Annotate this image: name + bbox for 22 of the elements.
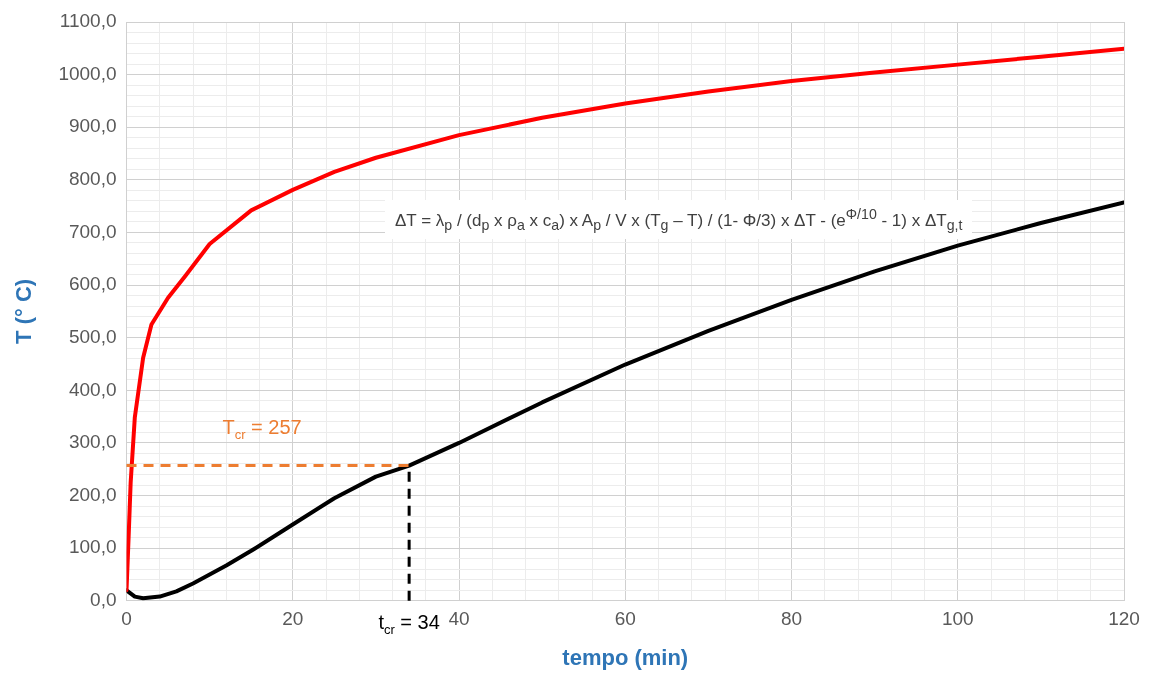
y-tick-label: 600,0 <box>68 273 117 295</box>
y-tick-label: 0,0 <box>90 589 117 611</box>
y-tick-label: 200,0 <box>68 483 117 505</box>
y-axis-title: T (° C) <box>11 278 37 344</box>
y-tick-label: 800,0 <box>68 168 117 190</box>
y-tick-label: 400,0 <box>68 378 117 400</box>
text: ΔT = λ$_{p}$ / (d$_{p}$ x ρ$_{a}$ x c$_{a}$) x A$_{p}$ / V x (T$_{g}$ – T) / (1- Φ/3) x ΔT - (e$^{Φ/10}$ - 1) x ΔT$_{g,t}$ <box>395 206 963 234</box>
x-tick-label: 60 <box>614 608 636 630</box>
y-tick-label: 700,0 <box>68 220 117 242</box>
x-tick-label: 0 <box>121 608 132 630</box>
x-tick-label: 120 <box>1108 608 1140 630</box>
x-tick-label: 80 <box>780 608 803 630</box>
x-tick-label: 40 <box>448 608 470 630</box>
x-tick-label: 20 <box>282 608 304 630</box>
y-tick-label: 1000,0 <box>58 62 117 84</box>
y-tick-label: 300,0 <box>68 431 117 453</box>
y-tick-label: 500,0 <box>68 325 117 347</box>
y-tick-label: 900,0 <box>68 115 117 137</box>
x-tick-label: 100 <box>941 608 974 630</box>
y-tick-label: 100,0 <box>68 536 117 558</box>
y-tick-label: 1100,0 <box>59 10 117 32</box>
x-axis-title: tempo (min) <box>562 644 689 670</box>
